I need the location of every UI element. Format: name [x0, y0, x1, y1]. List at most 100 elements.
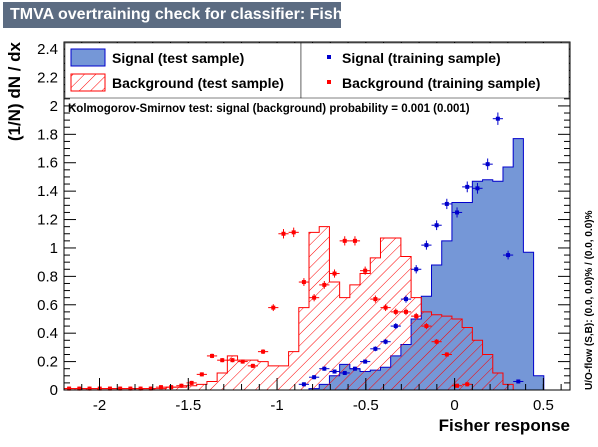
- marker: [301, 280, 306, 285]
- y-tick-label: 0.2: [37, 354, 58, 371]
- marker: [465, 382, 470, 387]
- background-training-point: [257, 349, 269, 354]
- y-tick-label: 1.4: [37, 183, 58, 200]
- marker: [87, 386, 92, 391]
- background-training-point: [411, 312, 422, 320]
- x-tick-label: -2: [93, 397, 106, 414]
- marker: [444, 201, 449, 206]
- marker: [383, 305, 388, 310]
- legend-background-test-swatch: [70, 73, 106, 92]
- marker: [434, 223, 439, 228]
- marker: [414, 267, 419, 272]
- background-training-point: [462, 382, 473, 387]
- background-training-point: [196, 372, 207, 377]
- marker: [312, 295, 317, 300]
- background-training-point: [390, 308, 401, 316]
- marker: [332, 271, 337, 276]
- marker: [138, 386, 143, 391]
- marker: [220, 358, 225, 363]
- marker: [455, 383, 460, 388]
- y-tick-label: 0.8: [37, 268, 58, 285]
- signal-training-point: [380, 339, 391, 345]
- background-training-point: [339, 236, 350, 246]
- marker: [465, 184, 470, 189]
- chart-title: TMVA overtraining check for classifier: …: [10, 6, 358, 23]
- marker: [434, 339, 439, 344]
- marker: [158, 385, 163, 390]
- y-tick-label: 0.4: [37, 325, 58, 342]
- signal-training-point: [431, 220, 442, 231]
- signal-training-point: [451, 207, 463, 218]
- background-training-point: [278, 229, 289, 239]
- x-tick-label: -1: [270, 397, 283, 414]
- background-training-point: [349, 236, 361, 246]
- legend-signal-train-marker: [327, 55, 331, 59]
- signal-training-point: [400, 295, 412, 303]
- background-training-point: [360, 266, 371, 275]
- legend-signal-test-label: Signal (test sample): [112, 50, 244, 66]
- signal-training-point: [309, 375, 320, 380]
- marker: [403, 309, 408, 314]
- marker: [403, 297, 408, 302]
- marker: [455, 210, 460, 215]
- y-axis-label: (1/N) dN / dx: [5, 41, 24, 141]
- legend-signal-test-swatch: [70, 48, 106, 67]
- signal-training-point: [360, 359, 371, 364]
- marker: [414, 314, 419, 319]
- background-training-point: [176, 383, 187, 388]
- y-tick-label: 1.8: [37, 126, 58, 143]
- signal-training-point: [513, 379, 524, 384]
- marker: [506, 253, 511, 258]
- marker: [128, 386, 133, 391]
- background-training-point: [451, 383, 463, 388]
- marker: [342, 238, 347, 243]
- marker: [291, 230, 296, 235]
- ks-test-text: Kolmogorov-Smirnov test: signal (backgro…: [68, 103, 470, 115]
- marker: [281, 231, 286, 236]
- marker: [250, 363, 255, 368]
- background-training-point: [329, 269, 340, 278]
- marker: [373, 297, 378, 302]
- background-training-point: [166, 385, 177, 390]
- signal-training-point: [298, 382, 310, 387]
- marker: [301, 382, 306, 387]
- marker: [261, 349, 266, 354]
- x-tick-label: -0.5: [353, 397, 379, 414]
- signal-training-point: [319, 366, 330, 371]
- signal-training-point: [502, 250, 514, 260]
- signal-training-point: [349, 366, 361, 371]
- signal-training-point: [339, 370, 350, 375]
- marker: [383, 339, 388, 344]
- x-tick-label: -1.5: [175, 397, 201, 414]
- marker: [485, 162, 490, 167]
- marker: [352, 238, 357, 243]
- marker: [322, 282, 327, 287]
- marker: [148, 386, 153, 391]
- marker: [312, 375, 317, 380]
- marker: [210, 353, 215, 358]
- y-tick-label: 1.2: [37, 212, 58, 229]
- y-tick-label: 1.6: [37, 155, 58, 172]
- background-training-point: [431, 339, 442, 345]
- marker: [373, 346, 378, 351]
- marker: [230, 358, 235, 363]
- legend-box-right: [300, 42, 570, 99]
- x-axis-label: Fisher response: [439, 416, 570, 435]
- marker: [240, 359, 245, 364]
- signal-training-point: [472, 182, 483, 194]
- legend-background-train-marker: [327, 80, 331, 84]
- plot-frame: [63, 41, 571, 391]
- background-training-point: [441, 352, 452, 357]
- y-tick-label: 0: [50, 382, 58, 399]
- marker: [322, 366, 327, 371]
- signal-training-point: [441, 198, 452, 210]
- marker: [169, 385, 174, 390]
- legend-background-test-label: Background (test sample): [112, 75, 284, 91]
- background-training-point: [206, 353, 218, 359]
- marker: [199, 372, 204, 377]
- signal-training-point: [411, 265, 422, 274]
- marker: [352, 366, 357, 371]
- marker: [393, 309, 398, 314]
- background-training-point: [309, 294, 320, 302]
